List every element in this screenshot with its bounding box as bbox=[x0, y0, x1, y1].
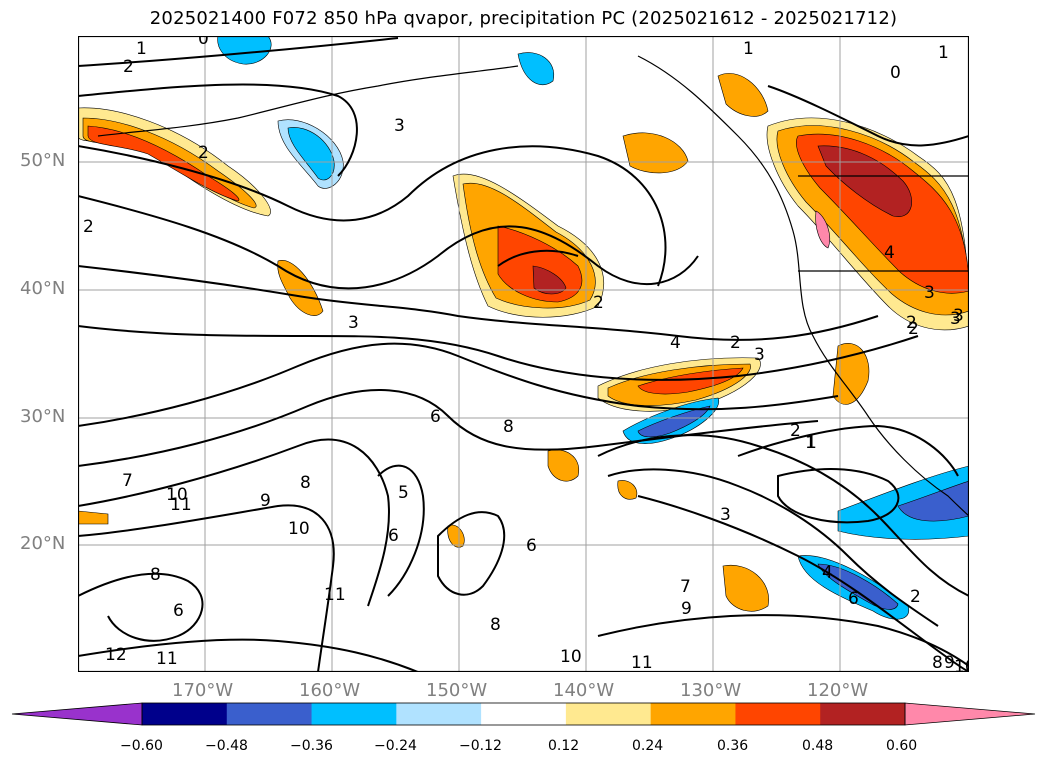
colorbar-segment bbox=[226, 703, 313, 725]
contour-label: 11 bbox=[631, 653, 653, 672]
contour-label: 2 bbox=[123, 57, 134, 77]
colorbar-tick: 0.12 bbox=[548, 738, 580, 754]
contour-label: 3 bbox=[394, 116, 405, 136]
lon-label: 130°W bbox=[680, 680, 742, 701]
precip-fill-layer bbox=[78, 36, 969, 620]
contour-label: 10 bbox=[954, 657, 969, 672]
contour-label: 2 bbox=[83, 217, 94, 237]
map-panel: 0 1 2 1 2 2 3 2 3 2 3 4 4 3 3 2 3 2 6 8 … bbox=[78, 36, 969, 672]
colorbar-tick: −0.36 bbox=[290, 738, 333, 754]
contour-label: 8 bbox=[490, 615, 501, 635]
contour-label: 8 bbox=[300, 473, 311, 493]
contour-label: 3 bbox=[953, 306, 964, 326]
contour-label: 3 bbox=[348, 313, 359, 333]
contour-label: 11 bbox=[170, 495, 192, 515]
contour-label: 8 bbox=[932, 653, 943, 672]
contour-label: 7 bbox=[122, 471, 133, 491]
colorbar-tick: 0.60 bbox=[886, 738, 918, 754]
colorbar-segment bbox=[481, 703, 567, 725]
coastlines bbox=[97, 55, 969, 517]
contour-label: 3 bbox=[950, 309, 961, 329]
contour-label: 4 bbox=[670, 333, 681, 353]
colorbar-tick: 0.24 bbox=[632, 738, 664, 754]
contour-label: 3 bbox=[754, 345, 765, 365]
contour-label: 6 bbox=[526, 536, 537, 556]
graticule bbox=[78, 36, 969, 672]
lon-label: 120°W bbox=[807, 680, 869, 701]
contour-label: 5 bbox=[398, 483, 409, 503]
colorbar-tick: −0.12 bbox=[459, 738, 502, 754]
contour-label: 12 bbox=[105, 645, 127, 665]
colorbar-segment bbox=[396, 703, 482, 725]
contour-label: 3 bbox=[720, 505, 731, 525]
colorbar-tick: 0.36 bbox=[717, 738, 749, 754]
contour-label: 10 bbox=[288, 519, 310, 539]
contour-label: 10 bbox=[560, 647, 582, 667]
contour-label: 0 bbox=[890, 63, 901, 83]
contour-label: 9 bbox=[260, 491, 271, 511]
contour-label: 2 bbox=[790, 421, 801, 441]
colorbar-segment bbox=[650, 703, 736, 725]
lat-label: 20°N bbox=[20, 533, 66, 554]
lon-label: 160°W bbox=[299, 680, 361, 701]
contour-label: 6 bbox=[430, 407, 441, 427]
contour-labels: 0 1 2 1 2 2 3 2 3 2 3 4 4 3 3 2 3 2 6 8 … bbox=[83, 36, 969, 672]
qvapor-contours bbox=[78, 37, 969, 672]
contour-label: 11 bbox=[324, 585, 346, 605]
contour-label: 9 bbox=[681, 599, 692, 619]
contour-label: 2 bbox=[198, 143, 209, 163]
colorbar-tick: −0.48 bbox=[205, 738, 248, 754]
lat-label: 40°N bbox=[20, 278, 66, 299]
colorbar-tick: 0.48 bbox=[802, 738, 834, 754]
lon-label: 170°W bbox=[172, 680, 234, 701]
contour-label: 2 bbox=[910, 587, 921, 607]
contour-label: 2 bbox=[730, 333, 741, 353]
contour-label: 1 bbox=[806, 433, 817, 453]
lon-label: 140°W bbox=[553, 680, 615, 701]
colorbar bbox=[11, 702, 1036, 726]
colorbar-tick: −0.24 bbox=[374, 738, 417, 754]
lat-label: 50°N bbox=[20, 150, 66, 171]
contour-label: 1 bbox=[805, 433, 816, 453]
colorbar-segment bbox=[735, 703, 821, 725]
map-title: 2025021400 F072 850 hPa qvapor, precipit… bbox=[149, 8, 898, 29]
colorbar-segment bbox=[820, 703, 906, 725]
contour-label: 10 bbox=[166, 485, 188, 505]
colorbar-segment bbox=[565, 703, 652, 725]
contour-label: 8 bbox=[503, 417, 514, 437]
contour-label: 1 bbox=[743, 39, 754, 59]
contour-label: 1 bbox=[136, 39, 147, 59]
contour-label: 4 bbox=[884, 243, 895, 263]
colorbar-frame bbox=[141, 702, 906, 726]
contour-label: 2 bbox=[908, 319, 919, 339]
contour-label: 6 bbox=[388, 526, 399, 546]
colorbar-high-extension bbox=[904, 702, 1036, 726]
colorbar-low-extension bbox=[11, 702, 143, 726]
contour-label: 11 bbox=[156, 649, 178, 669]
contour-label: 3 bbox=[924, 283, 935, 303]
contour-label: 6 bbox=[173, 601, 184, 621]
contour-label: 2 bbox=[593, 293, 604, 313]
contour-label: 2 bbox=[906, 313, 917, 333]
contour-label: 8 bbox=[150, 565, 161, 585]
lat-label: 30°N bbox=[20, 406, 66, 427]
colorbar-segment bbox=[142, 703, 228, 725]
contour-label: 7 bbox=[680, 577, 691, 597]
colorbar-segment bbox=[311, 703, 397, 725]
contour-label: 4 bbox=[822, 563, 833, 583]
lon-label: 150°W bbox=[426, 680, 488, 701]
contour-label: 9 bbox=[944, 653, 955, 672]
colorbar-tick: −0.60 bbox=[120, 738, 163, 754]
contour-label: 0 bbox=[198, 36, 209, 49]
contour-label: 1 bbox=[938, 43, 949, 63]
contour-label: 6 bbox=[848, 589, 859, 609]
